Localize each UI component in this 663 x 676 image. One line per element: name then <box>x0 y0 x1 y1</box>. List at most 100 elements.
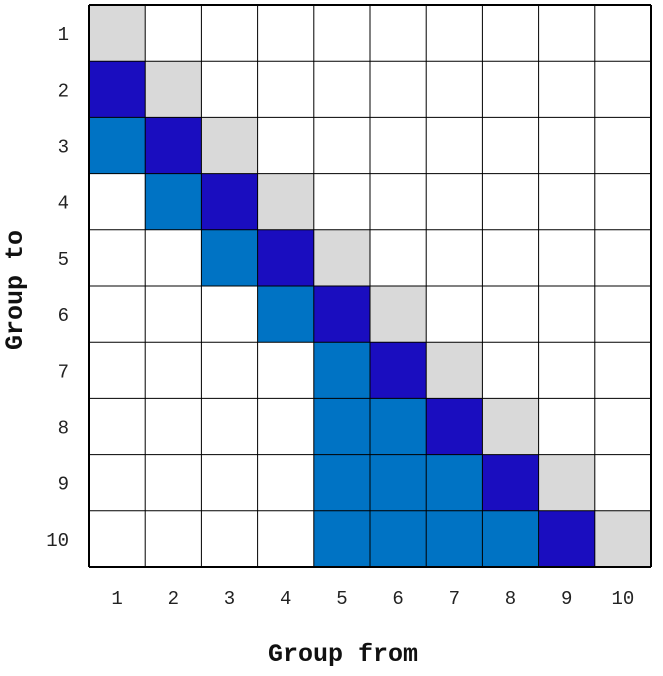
x-tick-label: 9 <box>561 588 572 610</box>
heatmap-cell-r3-c3 <box>201 117 258 174</box>
x-tick-label: 5 <box>336 588 347 610</box>
x-tick-label: 2 <box>168 588 179 610</box>
x-tick-label: 1 <box>111 588 122 610</box>
heatmap-cell-r4-c7 <box>426 173 483 230</box>
heatmap-cell-r1-c3 <box>201 5 258 62</box>
heatmap-cell-r3-c6 <box>370 117 427 174</box>
heatmap-cell-r1-c4 <box>257 5 314 62</box>
heatmap-cell-r8-c4 <box>257 398 314 455</box>
x-axis-title: Group from <box>268 640 418 669</box>
heatmap-cell-r9-c6 <box>370 454 427 511</box>
heatmap-cell-r9-c1 <box>89 454 146 511</box>
heatmap-cell-r7-c9 <box>538 342 595 399</box>
heatmap-cell-r10-c5 <box>313 510 370 567</box>
heatmap-cell-r10-c2 <box>145 510 202 567</box>
heatmap-cell-r8-c9 <box>538 398 595 455</box>
heatmap-cell-r6-c5 <box>313 286 370 343</box>
heatmap-cell-r2-c8 <box>482 61 539 118</box>
heatmap-cell-r8-c8 <box>482 398 539 455</box>
heatmap-cell-r3-c9 <box>538 117 595 174</box>
heatmap-cell-r9-c2 <box>145 454 202 511</box>
heatmap-cell-r5-c6 <box>370 229 427 286</box>
heatmap-cell-r2-c7 <box>426 61 483 118</box>
heatmap-cell-r10-c10 <box>594 510 651 567</box>
heatmap-cell-r6-c9 <box>538 286 595 343</box>
heatmap-cell-r10-c6 <box>370 510 427 567</box>
heatmap-cell-r7-c1 <box>89 342 146 399</box>
heatmap-cell-r5-c8 <box>482 229 539 286</box>
y-tick-label: 3 <box>58 137 69 159</box>
heatmap-cell-r7-c6 <box>370 342 427 399</box>
heatmap-cell-r3-c7 <box>426 117 483 174</box>
heatmap-cell-r4-c8 <box>482 173 539 230</box>
heatmap-cell-r6-c1 <box>89 286 146 343</box>
heatmap-cell-r9-c10 <box>594 454 651 511</box>
heatmap-cell-r3-c10 <box>594 117 651 174</box>
heatmap-cell-r5-c2 <box>145 229 202 286</box>
heatmap-cell-r8-c1 <box>89 398 146 455</box>
heatmap-cell-r5-c10 <box>594 229 651 286</box>
heatmap-cell-r6-c4 <box>257 286 314 343</box>
heatmap-cell-r8-c2 <box>145 398 202 455</box>
y-tick-label: 2 <box>58 80 69 102</box>
heatmap-cell-r7-c5 <box>313 342 370 399</box>
heatmap-cell-r1-c2 <box>145 5 202 62</box>
heatmap-cell-r2-c6 <box>370 61 427 118</box>
heatmap-cell-r2-c3 <box>201 61 258 118</box>
heatmap-cell-r1-c5 <box>313 5 370 62</box>
heatmap-cell-r7-c3 <box>201 342 258 399</box>
x-tick-label: 3 <box>224 588 235 610</box>
heatmap-cell-r9-c7 <box>426 454 483 511</box>
cells-layer <box>89 5 651 567</box>
heatmap-cell-r8-c7 <box>426 398 483 455</box>
heatmap-cell-r6-c2 <box>145 286 202 343</box>
heatmap-cell-r4-c3 <box>201 173 258 230</box>
heatmap-cell-r3-c4 <box>257 117 314 174</box>
heatmap-cell-r8-c5 <box>313 398 370 455</box>
heatmap-cell-r2-c4 <box>257 61 314 118</box>
heatmap-cell-r4-c10 <box>594 173 651 230</box>
heatmap-cell-r1-c9 <box>538 5 595 62</box>
heatmap-cell-r10-c3 <box>201 510 258 567</box>
heatmap-cell-r9-c9 <box>538 454 595 511</box>
heatmap-cell-r3-c5 <box>313 117 370 174</box>
y-tick-label: 9 <box>58 474 69 496</box>
y-tick-label: 8 <box>58 418 69 440</box>
x-tick-label: 6 <box>392 588 403 610</box>
heatmap-cell-r7-c7 <box>426 342 483 399</box>
heatmap-cell-r10-c9 <box>538 510 595 567</box>
heatmap-cell-r10-c8 <box>482 510 539 567</box>
heatmap-cell-r10-c1 <box>89 510 146 567</box>
heatmap-cell-r4-c5 <box>313 173 370 230</box>
heatmap-cell-r5-c7 <box>426 229 483 286</box>
heatmap-cell-r4-c1 <box>89 173 146 230</box>
y-tick-label: 10 <box>46 530 69 552</box>
x-tick-label: 8 <box>505 588 516 610</box>
heatmap-cell-r6-c10 <box>594 286 651 343</box>
heatmap-cell-r8-c6 <box>370 398 427 455</box>
heatmap-cell-r7-c4 <box>257 342 314 399</box>
ticks-layer: 1 2 3 4 5 6 7 8 9 10 1 2 3 4 5 6 7 8 9 10 <box>46 24 634 610</box>
heatmap-cell-r6-c3 <box>201 286 258 343</box>
heatmap-cell-r9-c5 <box>313 454 370 511</box>
y-tick-label: 5 <box>58 249 69 271</box>
heatmap-cell-r3-c8 <box>482 117 539 174</box>
heatmap-cell-r7-c2 <box>145 342 202 399</box>
heatmap-cell-r2-c2 <box>145 61 202 118</box>
heatmap-cell-r3-c1 <box>89 117 146 174</box>
x-tick-label: 4 <box>280 588 291 610</box>
grid-layer <box>88 4 652 568</box>
heatmap-cell-r9-c3 <box>201 454 258 511</box>
heatmap-cell-r1-c6 <box>370 5 427 62</box>
y-tick-label: 6 <box>58 305 69 327</box>
heatmap-cell-r2-c1 <box>89 61 146 118</box>
heatmap-cell-r4-c4 <box>257 173 314 230</box>
heatmap-cell-r5-c5 <box>313 229 370 286</box>
heatmap-cell-r1-c1 <box>89 5 146 62</box>
x-tick-label: 7 <box>449 588 460 610</box>
heatmap-cell-r10-c7 <box>426 510 483 567</box>
heatmap-cell-r1-c10 <box>594 5 651 62</box>
y-tick-label: 4 <box>58 193 69 215</box>
heatmap-cell-r7-c10 <box>594 342 651 399</box>
